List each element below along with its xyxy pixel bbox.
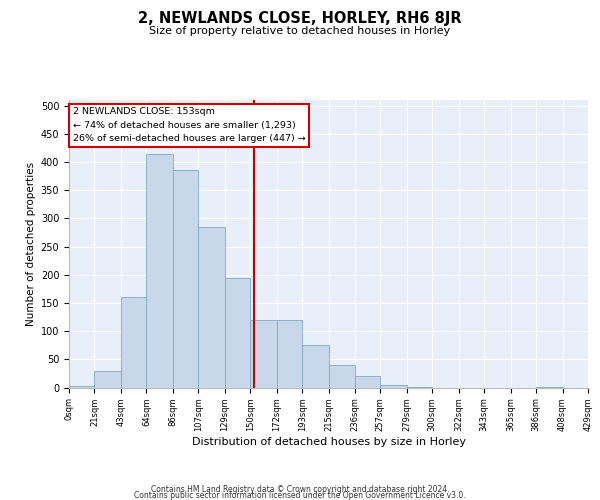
Y-axis label: Number of detached properties: Number of detached properties	[26, 162, 37, 326]
Text: 2, NEWLANDS CLOSE, HORLEY, RH6 8JR: 2, NEWLANDS CLOSE, HORLEY, RH6 8JR	[138, 11, 462, 26]
Bar	[250, 320, 277, 388]
Bar	[94, 370, 121, 388]
Bar	[329, 365, 355, 388]
Bar	[355, 376, 380, 388]
Bar	[302, 345, 329, 388]
Bar	[407, 387, 432, 388]
Text: 2 NEWLANDS CLOSE: 153sqm
← 74% of detached houses are smaller (1,293)
26% of sem: 2 NEWLANDS CLOSE: 153sqm ← 74% of detach…	[73, 108, 305, 142]
Bar	[225, 278, 250, 388]
Bar	[146, 154, 173, 388]
Bar	[121, 298, 146, 388]
Bar	[277, 320, 302, 388]
Bar	[199, 227, 225, 388]
Bar	[380, 384, 407, 388]
Text: Size of property relative to detached houses in Horley: Size of property relative to detached ho…	[149, 26, 451, 36]
Text: Contains public sector information licensed under the Open Government Licence v3: Contains public sector information licen…	[134, 490, 466, 500]
Text: Contains HM Land Registry data © Crown copyright and database right 2024.: Contains HM Land Registry data © Crown c…	[151, 484, 449, 494]
X-axis label: Distribution of detached houses by size in Horley: Distribution of detached houses by size …	[191, 437, 466, 447]
Bar	[69, 386, 94, 388]
Bar	[173, 170, 199, 388]
Bar	[536, 387, 563, 388]
